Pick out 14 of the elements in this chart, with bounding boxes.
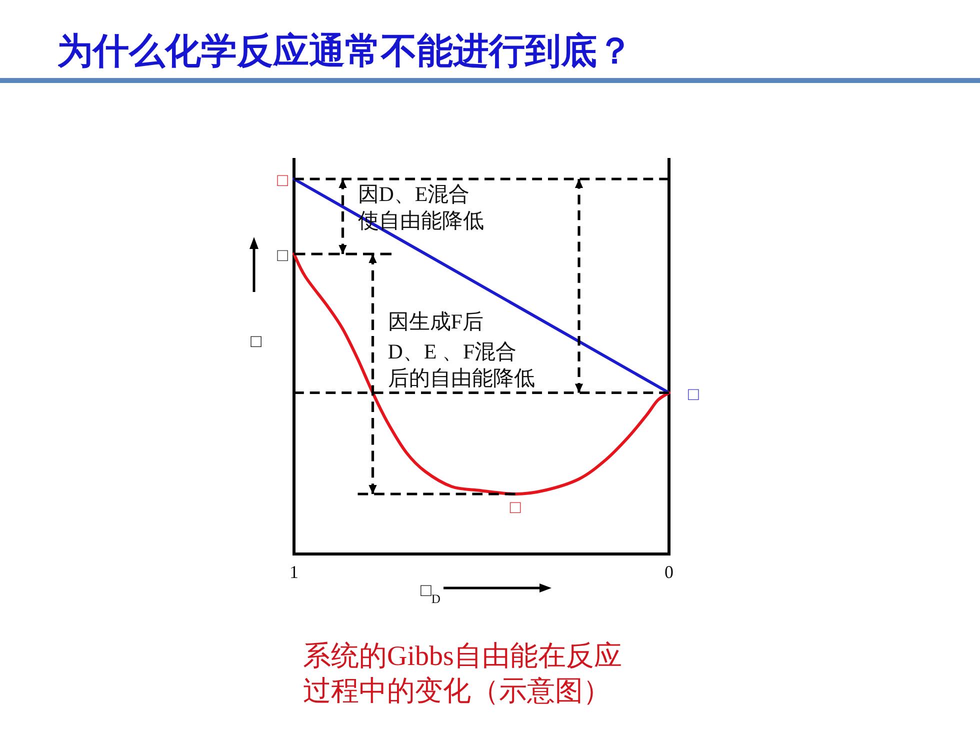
annotation: D、E 、F混合	[388, 340, 517, 364]
annotation: 因D、E混合	[358, 182, 470, 206]
annotation: □	[688, 384, 699, 404]
chart-title: 为什么化学反应通常不能进行到底？	[57, 30, 633, 71]
y-axis-title: □	[250, 331, 262, 351]
text: 系统的Gibbs自由能在反应过程中的变化（示意图）	[303, 641, 622, 707]
x-tick-label: 1	[290, 562, 298, 582]
annotation: □	[510, 497, 521, 517]
annotation: □	[277, 245, 288, 265]
x-tick-label: 0	[664, 562, 674, 582]
x-axis-title: □$_{D}$	[420, 580, 440, 606]
annotation: □	[277, 170, 288, 190]
annotation: 后的自由能降低	[388, 366, 535, 390]
annotation: 因生成F后	[388, 310, 484, 334]
